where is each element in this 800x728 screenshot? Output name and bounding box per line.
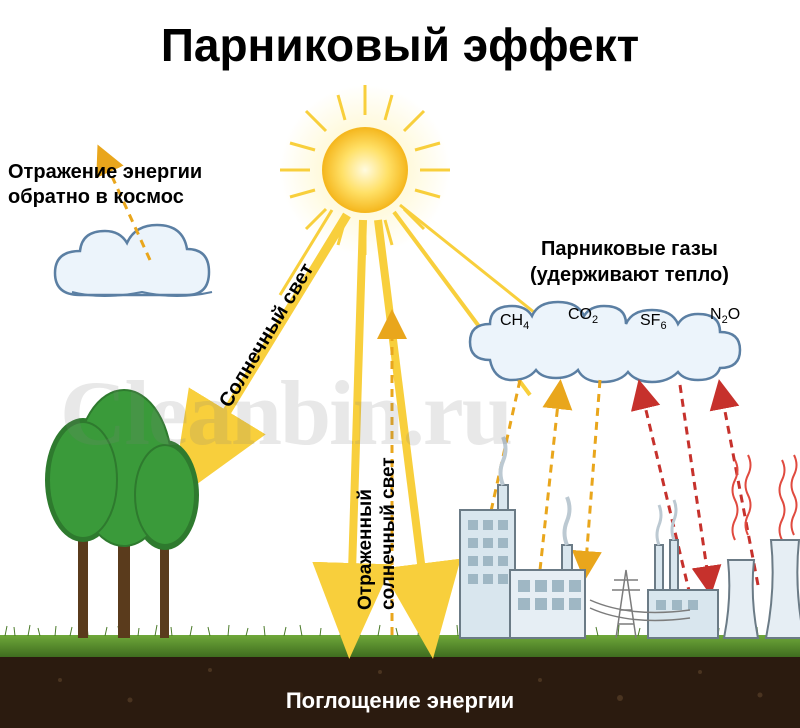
label-reflect-space-l1: Отражение энергии обратно в космос bbox=[8, 161, 202, 208]
buildings-icon bbox=[460, 437, 585, 638]
label-absorption: Поглощение энергии bbox=[0, 688, 800, 714]
gas-sf6: SF6 bbox=[640, 312, 667, 332]
watermark-text: Cleanbin.ru bbox=[60, 360, 511, 466]
gas-n2o: N2O bbox=[710, 306, 740, 326]
gas-co2: CO2 bbox=[568, 306, 598, 326]
label-reflected-sunlight-text: Отраженный солнечный свет bbox=[355, 457, 399, 610]
label-reflected-sunlight: Отраженный солнечный свет bbox=[355, 457, 401, 610]
label-ghg: Парниковые газы (удерживают тепло) bbox=[530, 236, 729, 288]
cloud-left-icon bbox=[55, 225, 212, 296]
label-ghg-text: Парниковые газы (удерживают тепло) bbox=[530, 238, 729, 286]
label-reflect-space: Отражение энергии обратно в космос bbox=[8, 160, 202, 210]
gas-ch4: CH4 bbox=[500, 312, 529, 332]
